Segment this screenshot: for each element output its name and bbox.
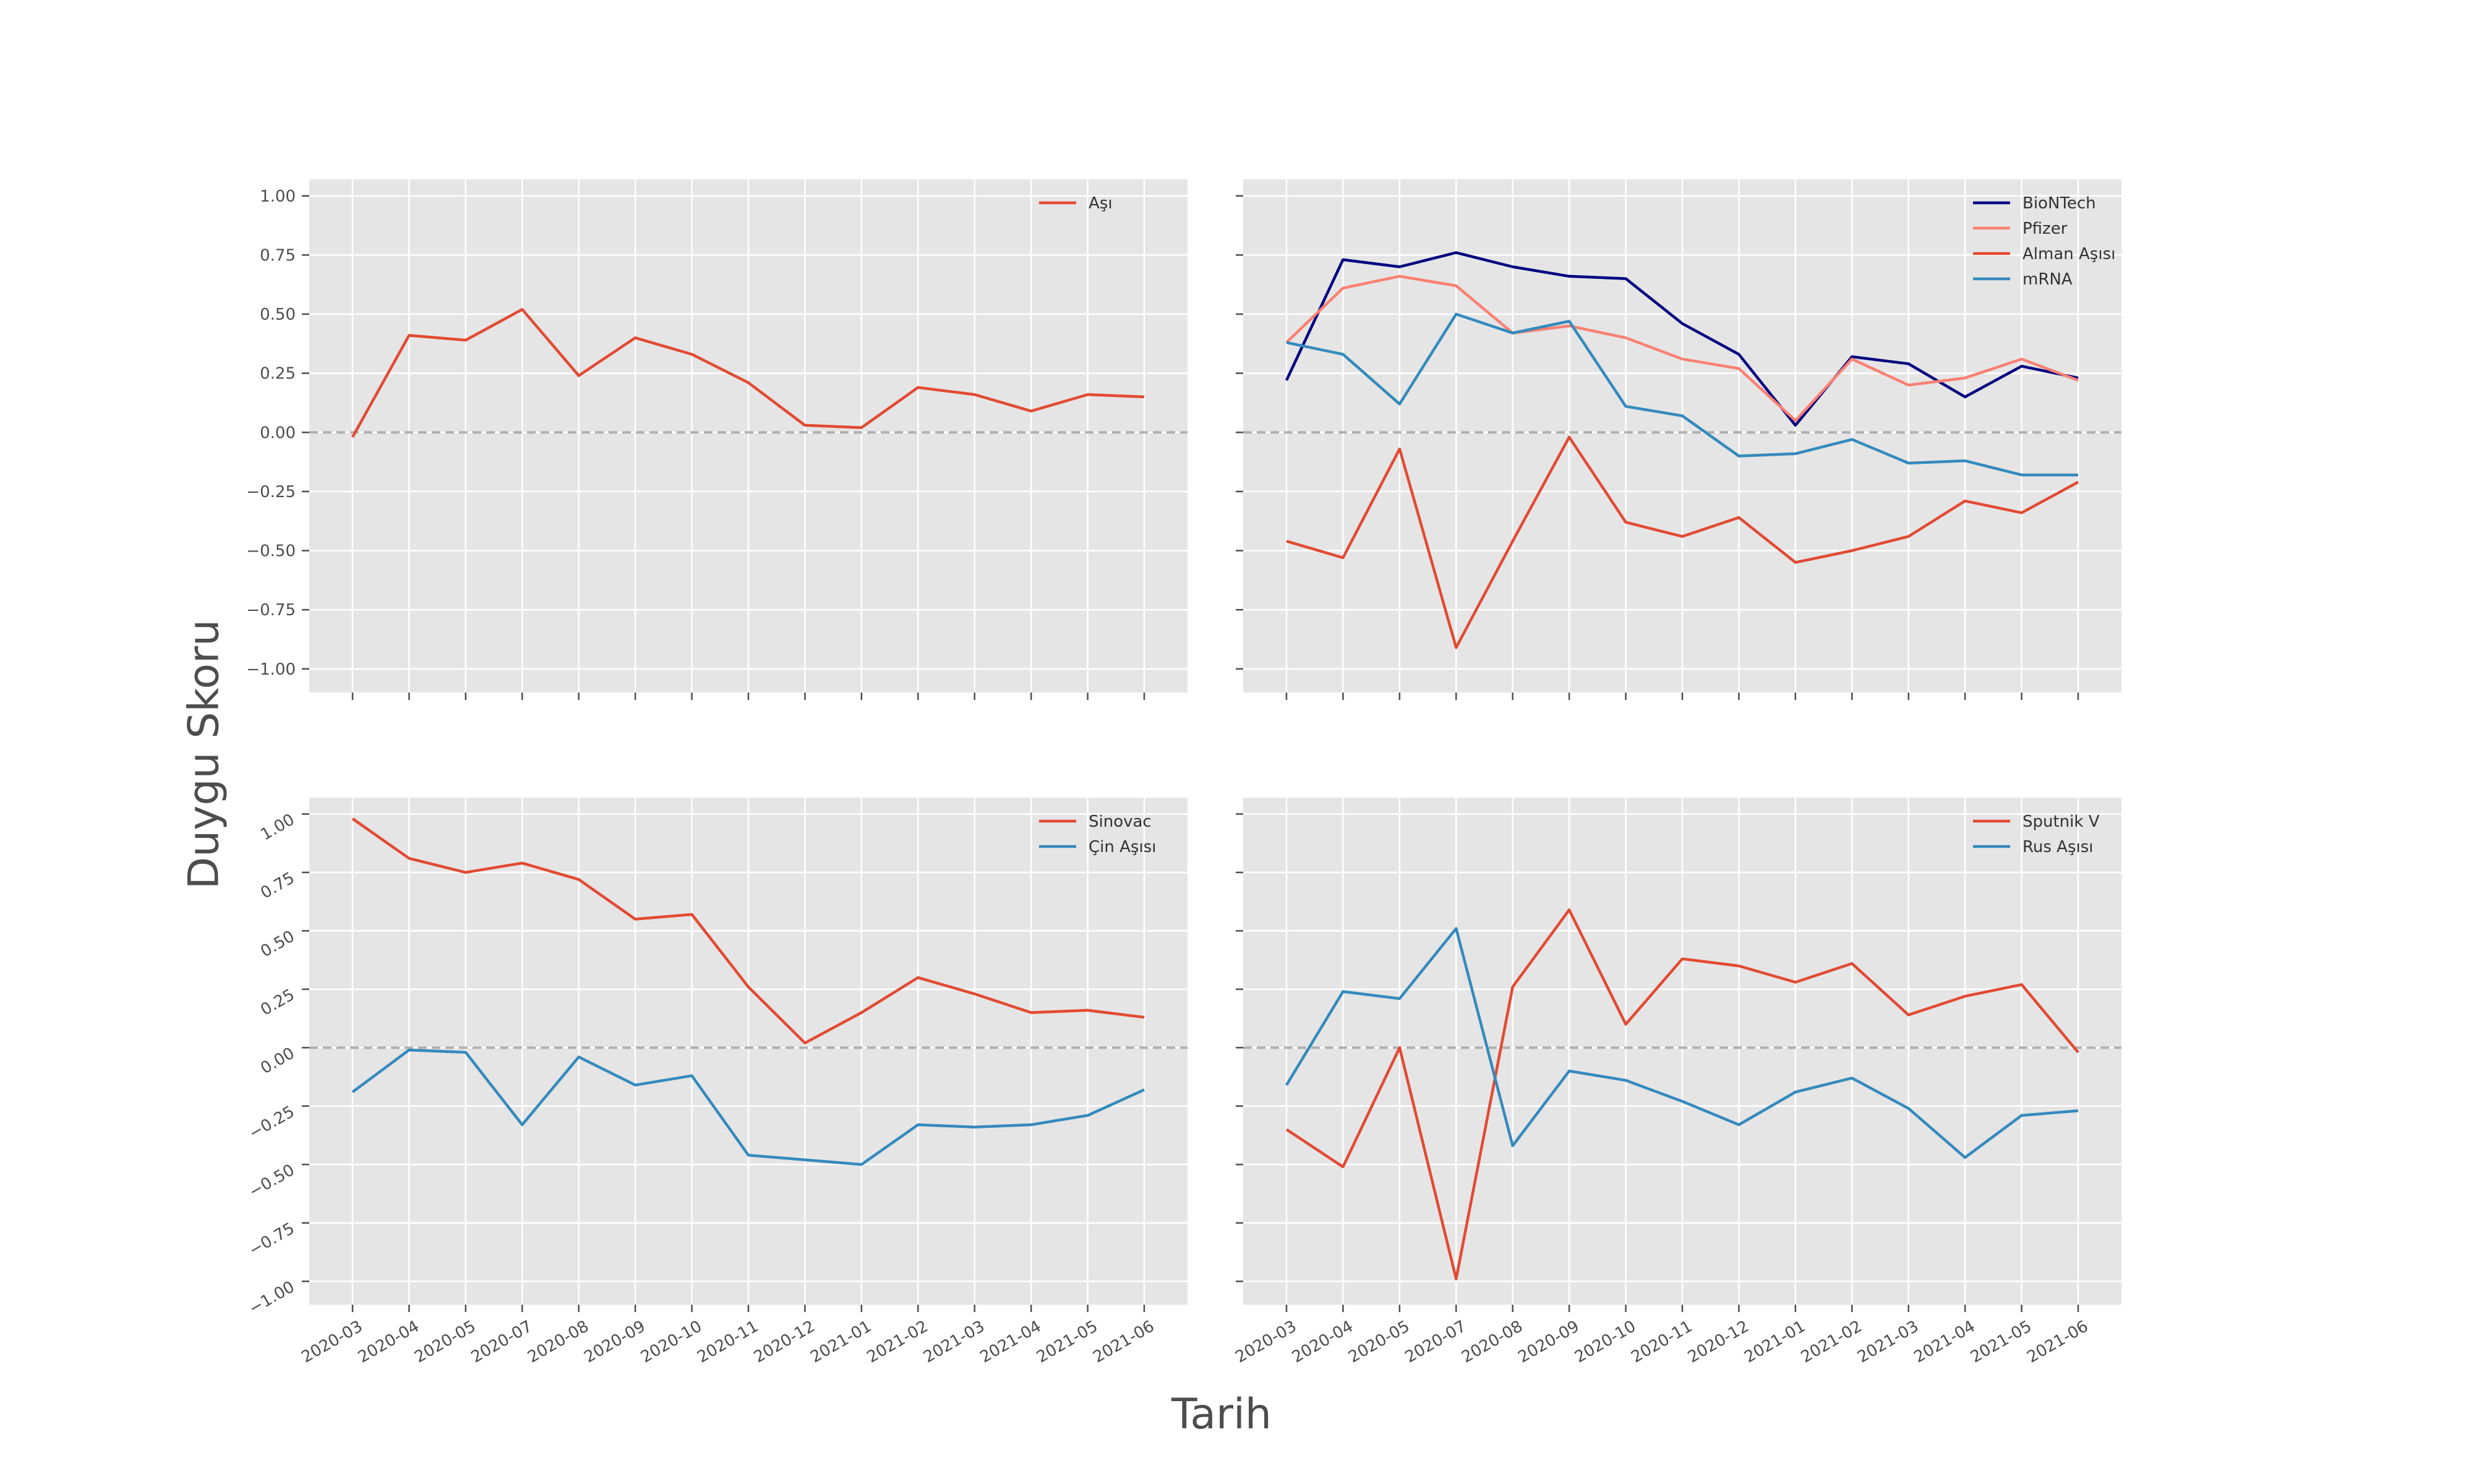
y-tick-label: −0.50 (246, 542, 296, 561)
series-line (1285, 251, 2079, 427)
chart-panel-3: 1.00 0.75 0.50 0.25 0.00 −0.25 −0.50 −0.75 −1.00… (246, 798, 1188, 1367)
series-line (351, 817, 1145, 1045)
x-tick-label: 2021-03 (1854, 1317, 1922, 1367)
series-line (1286, 312, 2078, 477)
y-tick-label: −0.25 (246, 483, 296, 501)
x-tick-label: 2020-07 (468, 1317, 536, 1367)
x-tick-label: 2020-04 (1289, 1317, 1356, 1367)
series-line (1286, 435, 2079, 649)
y-tick-label: −0.25 (246, 1102, 297, 1143)
x-tick-label: 2020-07 (1402, 1317, 1470, 1367)
x-tick-label: 2020-04 (355, 1317, 422, 1367)
legend-label: Pfizer (2022, 220, 2068, 238)
y-tick-label: 0.00 (260, 424, 296, 442)
x-tick-label: 2020-11 (694, 1317, 761, 1367)
y-tick-label: −0.75 (246, 1219, 297, 1260)
x-tick-label: 2020-05 (1345, 1317, 1413, 1367)
series-line (1285, 908, 2079, 1281)
y-axis-label: Duygu Skoru (179, 619, 229, 890)
y-tick-label: 0.75 (260, 246, 296, 265)
x-tick-label: 2021-01 (1741, 1317, 1808, 1367)
x-tick-label: 2021-02 (864, 1317, 931, 1367)
x-tick-label: 2021-03 (920, 1317, 988, 1367)
x-tick-label: 2020-09 (1515, 1317, 1583, 1367)
legend-label: Alman Aşısı (2022, 245, 2115, 263)
legend-label: Sinovac (1089, 812, 1152, 831)
series-line (1285, 275, 2079, 422)
y-tick-label: 1.00 (260, 187, 296, 206)
chart-panel-2: BioNTech Pfizer Alman Aşısı mRNA (1236, 179, 2121, 700)
x-tick-label: 2020-03 (298, 1317, 366, 1367)
x-tick-label: 2021-04 (977, 1317, 1045, 1367)
chart-panel-1: 1.00 0.75 0.50 0.25 0.00 −0.25 −0.50 −0.75 −1.00… (246, 179, 1188, 700)
legend-label: mRNA (2022, 270, 2073, 289)
chart-panel-4: 2020-032020-042020-052020-072020-082020-… (1232, 798, 2121, 1367)
y-tick-label: 0.00 (257, 1044, 297, 1078)
series-line (351, 308, 1145, 438)
y-tick-label: −1.00 (246, 1277, 297, 1318)
y-tick-label: 0.75 (257, 869, 297, 903)
series-line (351, 1048, 1145, 1166)
x-tick-label: 2020-03 (1232, 1317, 1299, 1367)
y-tick-label: 0.25 (257, 986, 297, 1020)
x-tick-label: 2021-01 (807, 1317, 875, 1367)
x-tick-label: 2021-06 (1090, 1317, 1157, 1367)
legend-label: Rus Aşısı (2022, 838, 2094, 856)
y-tick-label: −0.75 (246, 601, 296, 620)
y-tick-label: 1.00 (257, 811, 297, 845)
x-tick-label: 2020-10 (638, 1317, 705, 1367)
x-tick-label: 2021-06 (2024, 1317, 2091, 1367)
legend-label: BioNTech (2022, 194, 2096, 213)
x-tick-label: 2020-08 (1458, 1317, 1526, 1367)
x-tick-label: 2020-08 (524, 1317, 592, 1367)
x-tick-label: 2021-02 (1798, 1317, 1865, 1367)
legend-label: Aşı (1089, 194, 1113, 213)
x-tick-label: 2020-05 (411, 1317, 479, 1367)
x-tick-label: 2020-11 (1628, 1317, 1695, 1367)
x-tick-label: 2021-04 (1911, 1317, 1979, 1367)
x-tick-label: 2021-05 (1967, 1317, 2035, 1367)
legend-label: Sputnik V (2022, 812, 2100, 831)
x-tick-label: 2020-12 (1685, 1317, 1752, 1367)
legend-label: Çin Aşısı (1089, 838, 1156, 856)
x-tick-label: 2020-10 (1572, 1317, 1639, 1367)
y-tick-label: 0.50 (260, 305, 296, 324)
y-tick-label: 0.25 (260, 365, 296, 383)
x-tick-label: 2020-12 (751, 1317, 818, 1367)
x-tick-label: 2020-09 (581, 1317, 649, 1367)
y-tick-label: −0.50 (246, 1161, 297, 1201)
series-line (1285, 927, 2079, 1159)
y-tick-label: 0.50 (257, 927, 297, 961)
x-axis-label: Tarih (1171, 1390, 1272, 1439)
x-tick-label: 2021-05 (1034, 1317, 1101, 1367)
y-tick-label: −1.00 (246, 660, 296, 679)
